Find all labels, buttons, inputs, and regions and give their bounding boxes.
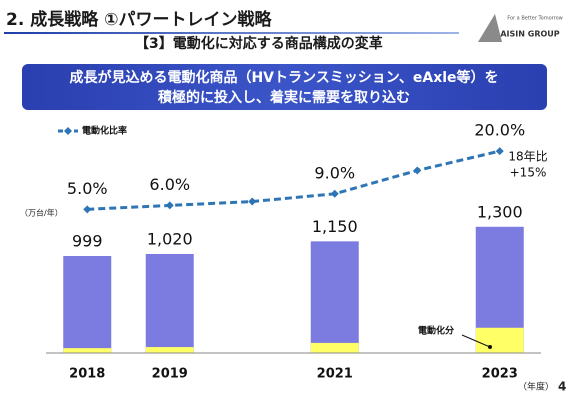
x-label: （年度）: [518, 381, 554, 393]
x-tick-label: 2019: [152, 367, 188, 382]
data-label: 20.0%: [474, 121, 525, 140]
marker: [330, 189, 339, 198]
annotation-arrow: [461, 334, 491, 348]
unit-label: （万台/年）: [20, 208, 63, 218]
marker: [413, 166, 422, 175]
logo-tagline: For a Better Tomorrow: [507, 16, 562, 22]
line: [87, 149, 501, 211]
data-label: 5.0%: [67, 179, 108, 198]
x-tick-label: 2021: [317, 367, 353, 382]
legend-swatch: [64, 127, 72, 135]
data-label: 999: [72, 232, 103, 251]
marker: [495, 147, 504, 156]
logo-name: AISIN GROUP: [500, 30, 559, 39]
annotation: +15%: [510, 166, 547, 180]
bar: [63, 256, 112, 353]
data-label: 1,150: [312, 217, 358, 236]
banner-line: 成長が見込める電動化商品（HVトランスミッション、eAxle等）を: [69, 69, 498, 86]
legend-label: 電動化比率: [82, 125, 127, 137]
annotation: 電動化分: [418, 325, 454, 337]
data-label: 1,020: [147, 229, 193, 248]
bar: [145, 347, 194, 353]
marker: [83, 205, 92, 214]
marker: [165, 201, 174, 210]
banner-line: 積極的に投入し、着実に需要を取り込む: [157, 89, 410, 106]
data-label: 1,300: [477, 202, 523, 221]
banner: [22, 64, 547, 110]
title: 2. 成長戦略 ①パワートレイン戦略: [6, 9, 273, 30]
logo-mark: [478, 14, 502, 42]
bar: [475, 327, 524, 353]
data-label: 6.0%: [149, 175, 190, 194]
bar: [63, 348, 112, 353]
bar: [310, 241, 359, 353]
subtitle: 【3】電動化に対応する商品構成の変革: [135, 35, 383, 52]
annotation-dot: [488, 345, 492, 349]
marker: [248, 197, 257, 206]
bar: [145, 253, 194, 353]
page-number: 4: [558, 380, 566, 394]
x-tick-label: 2023: [482, 367, 518, 382]
x-tick-label: 2018: [69, 367, 105, 382]
annotation: 18年比: [508, 150, 547, 164]
data-label: 9.0%: [314, 163, 355, 182]
header-rule: [4, 32, 459, 34]
bar: [310, 342, 359, 353]
